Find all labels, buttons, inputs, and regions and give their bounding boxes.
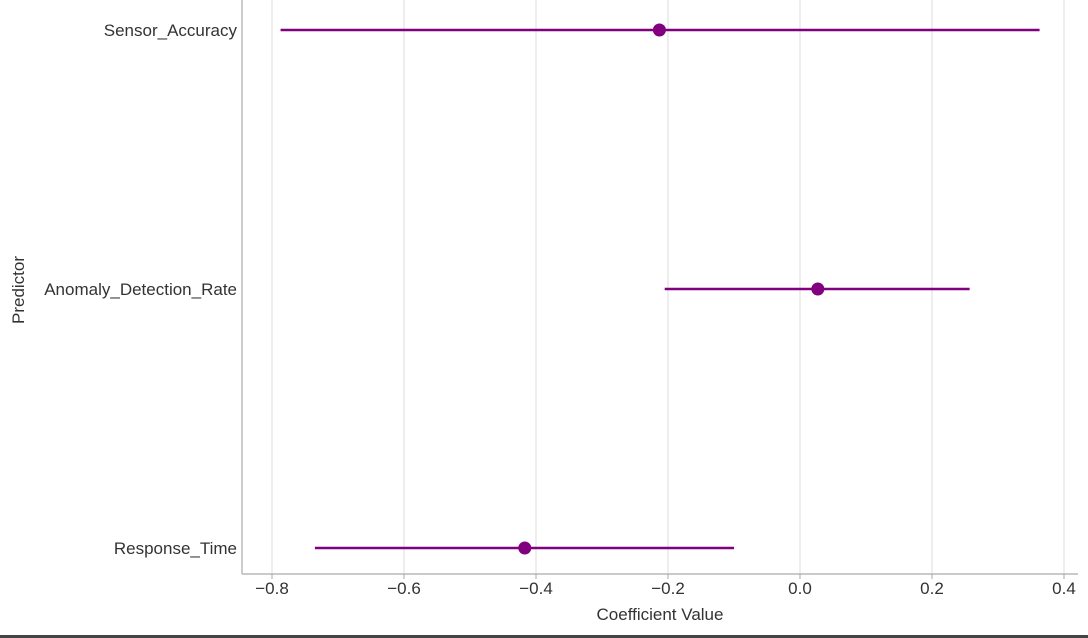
- point-estimate: [811, 282, 825, 296]
- x-tick-label: −0.8: [255, 579, 289, 598]
- bottom-border: [0, 635, 1088, 638]
- y-tick-label: Sensor_Accuracy: [104, 21, 238, 40]
- y-tick-labels: Sensor_Accuracy Anomaly_Detection_Rate Res…: [44, 21, 237, 558]
- axis-spines: [241, 0, 1078, 575]
- y-tick-label: Anomaly_Detection_Rate: [44, 280, 237, 299]
- point-estimates: [518, 23, 825, 555]
- error-bars: [280, 28, 1040, 550]
- x-tick-label: 0.2: [920, 579, 944, 598]
- x-tick-label: −0.4: [519, 579, 553, 598]
- x-tick-label: −0.2: [651, 579, 685, 598]
- point-estimate: [518, 541, 532, 555]
- point-estimate: [652, 23, 666, 37]
- x-tick-label: 0.4: [1052, 579, 1076, 598]
- x-tick-labels: −0.8 −0.6 −0.4 −0.2 0.0 0.2 0.4: [255, 574, 1076, 598]
- x-tick-label: 0.0: [788, 579, 812, 598]
- x-tick-label: −0.6: [387, 579, 421, 598]
- x-axis-label: Coefficient Value: [597, 605, 724, 624]
- y-tick-label: Response_Time: [114, 539, 237, 558]
- grid-lines: [271, 0, 1065, 574]
- y-axis-label: Predictor: [9, 256, 28, 324]
